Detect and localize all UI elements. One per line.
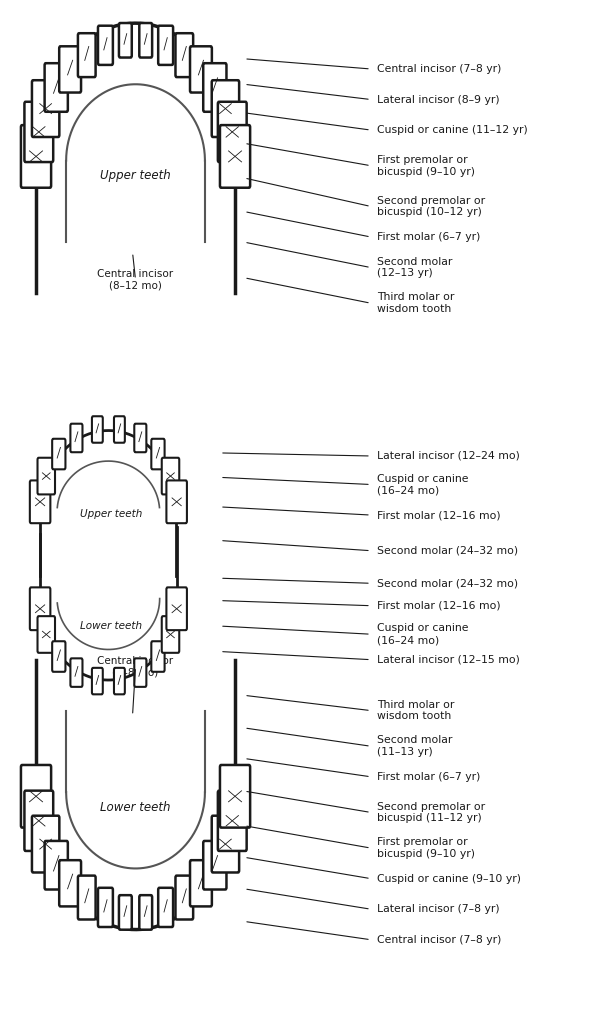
FancyBboxPatch shape (38, 458, 55, 495)
FancyBboxPatch shape (44, 63, 68, 112)
FancyBboxPatch shape (203, 841, 227, 890)
Text: Third molar or
wisdom tooth: Third molar or wisdom tooth (377, 293, 454, 314)
FancyBboxPatch shape (30, 588, 51, 630)
FancyBboxPatch shape (162, 458, 179, 495)
FancyBboxPatch shape (98, 888, 113, 927)
FancyBboxPatch shape (92, 668, 103, 694)
Text: First premolar or
bicuspid (9–10 yr): First premolar or bicuspid (9–10 yr) (377, 155, 475, 176)
FancyBboxPatch shape (166, 480, 187, 523)
FancyBboxPatch shape (212, 816, 239, 872)
FancyBboxPatch shape (24, 101, 53, 162)
FancyBboxPatch shape (218, 791, 247, 851)
Text: Cuspid or canine
(16–24 mo): Cuspid or canine (16–24 mo) (377, 474, 468, 496)
FancyBboxPatch shape (135, 424, 146, 453)
FancyBboxPatch shape (139, 895, 152, 930)
FancyBboxPatch shape (190, 46, 212, 92)
Text: Lateral incisor (8–9 yr): Lateral incisor (8–9 yr) (377, 94, 499, 104)
FancyBboxPatch shape (44, 841, 68, 890)
FancyBboxPatch shape (220, 125, 250, 187)
FancyBboxPatch shape (220, 765, 250, 827)
Text: Lower teeth: Lower teeth (80, 622, 143, 631)
FancyBboxPatch shape (71, 658, 82, 687)
Text: Second premolar or
bicuspid (10–12 yr): Second premolar or bicuspid (10–12 yr) (377, 196, 485, 217)
Text: Cuspid or canine
(16–24 mo): Cuspid or canine (16–24 mo) (377, 624, 468, 645)
FancyBboxPatch shape (162, 616, 179, 653)
FancyBboxPatch shape (135, 658, 146, 687)
Text: Lateral incisor (12–24 mo): Lateral incisor (12–24 mo) (377, 451, 520, 461)
Text: Central incisor
(8–12 mo): Central incisor (8–12 mo) (97, 269, 174, 291)
FancyBboxPatch shape (24, 791, 53, 851)
FancyBboxPatch shape (98, 26, 113, 65)
FancyBboxPatch shape (218, 101, 247, 162)
FancyBboxPatch shape (21, 765, 51, 827)
FancyBboxPatch shape (114, 668, 125, 694)
FancyBboxPatch shape (52, 438, 65, 469)
FancyBboxPatch shape (119, 23, 132, 57)
Text: Second molar (24–32 mo): Second molar (24–32 mo) (377, 546, 518, 556)
FancyBboxPatch shape (32, 80, 59, 137)
FancyBboxPatch shape (78, 33, 96, 77)
FancyBboxPatch shape (30, 480, 51, 523)
Text: Lower teeth: Lower teeth (100, 801, 171, 814)
FancyBboxPatch shape (59, 860, 81, 906)
FancyBboxPatch shape (212, 80, 239, 137)
FancyBboxPatch shape (190, 860, 212, 906)
FancyBboxPatch shape (139, 23, 152, 57)
FancyBboxPatch shape (166, 588, 187, 630)
Text: Central incisor (7–8 yr): Central incisor (7–8 yr) (377, 63, 501, 74)
Text: Lateral incisor (12–15 mo): Lateral incisor (12–15 mo) (377, 654, 520, 665)
Text: Second premolar or
bicuspid (11–12 yr): Second premolar or bicuspid (11–12 yr) (377, 802, 485, 823)
FancyBboxPatch shape (52, 641, 65, 672)
FancyBboxPatch shape (203, 63, 227, 112)
FancyBboxPatch shape (175, 876, 193, 920)
Text: Upper teeth: Upper teeth (100, 169, 171, 182)
FancyBboxPatch shape (21, 125, 51, 187)
Text: Second molar
(11–13 yr): Second molar (11–13 yr) (377, 735, 452, 757)
FancyBboxPatch shape (151, 438, 164, 469)
Text: Third molar or
wisdom tooth: Third molar or wisdom tooth (377, 699, 454, 721)
FancyBboxPatch shape (158, 26, 173, 65)
Text: First molar (6–7 yr): First molar (6–7 yr) (377, 232, 481, 242)
FancyBboxPatch shape (78, 876, 96, 920)
FancyBboxPatch shape (71, 424, 82, 453)
Text: Central incisor
(6–8 mo): Central incisor (6–8 mo) (97, 656, 174, 678)
Text: First premolar or
bicuspid (9–10 yr): First premolar or bicuspid (9–10 yr) (377, 838, 475, 859)
FancyBboxPatch shape (151, 641, 164, 672)
FancyBboxPatch shape (38, 616, 55, 653)
Text: Cuspid or canine (9–10 yr): Cuspid or canine (9–10 yr) (377, 873, 521, 884)
Text: Upper teeth: Upper teeth (80, 509, 143, 519)
FancyBboxPatch shape (158, 888, 173, 927)
FancyBboxPatch shape (59, 46, 81, 92)
Text: Second molar (24–32 mo): Second molar (24–32 mo) (377, 579, 518, 589)
Text: Cuspid or canine (11–12 yr): Cuspid or canine (11–12 yr) (377, 125, 527, 135)
Text: Lateral incisor (7–8 yr): Lateral incisor (7–8 yr) (377, 904, 499, 914)
Text: Second molar
(12–13 yr): Second molar (12–13 yr) (377, 257, 452, 279)
Text: First molar (12–16 mo): First molar (12–16 mo) (377, 510, 501, 520)
Text: Central incisor (7–8 yr): Central incisor (7–8 yr) (377, 935, 501, 945)
Text: First molar (12–16 mo): First molar (12–16 mo) (377, 601, 501, 610)
FancyBboxPatch shape (175, 33, 193, 77)
FancyBboxPatch shape (119, 895, 132, 930)
FancyBboxPatch shape (92, 416, 103, 442)
FancyBboxPatch shape (32, 816, 59, 872)
Text: First molar (6–7 yr): First molar (6–7 yr) (377, 772, 481, 781)
FancyBboxPatch shape (114, 416, 125, 442)
